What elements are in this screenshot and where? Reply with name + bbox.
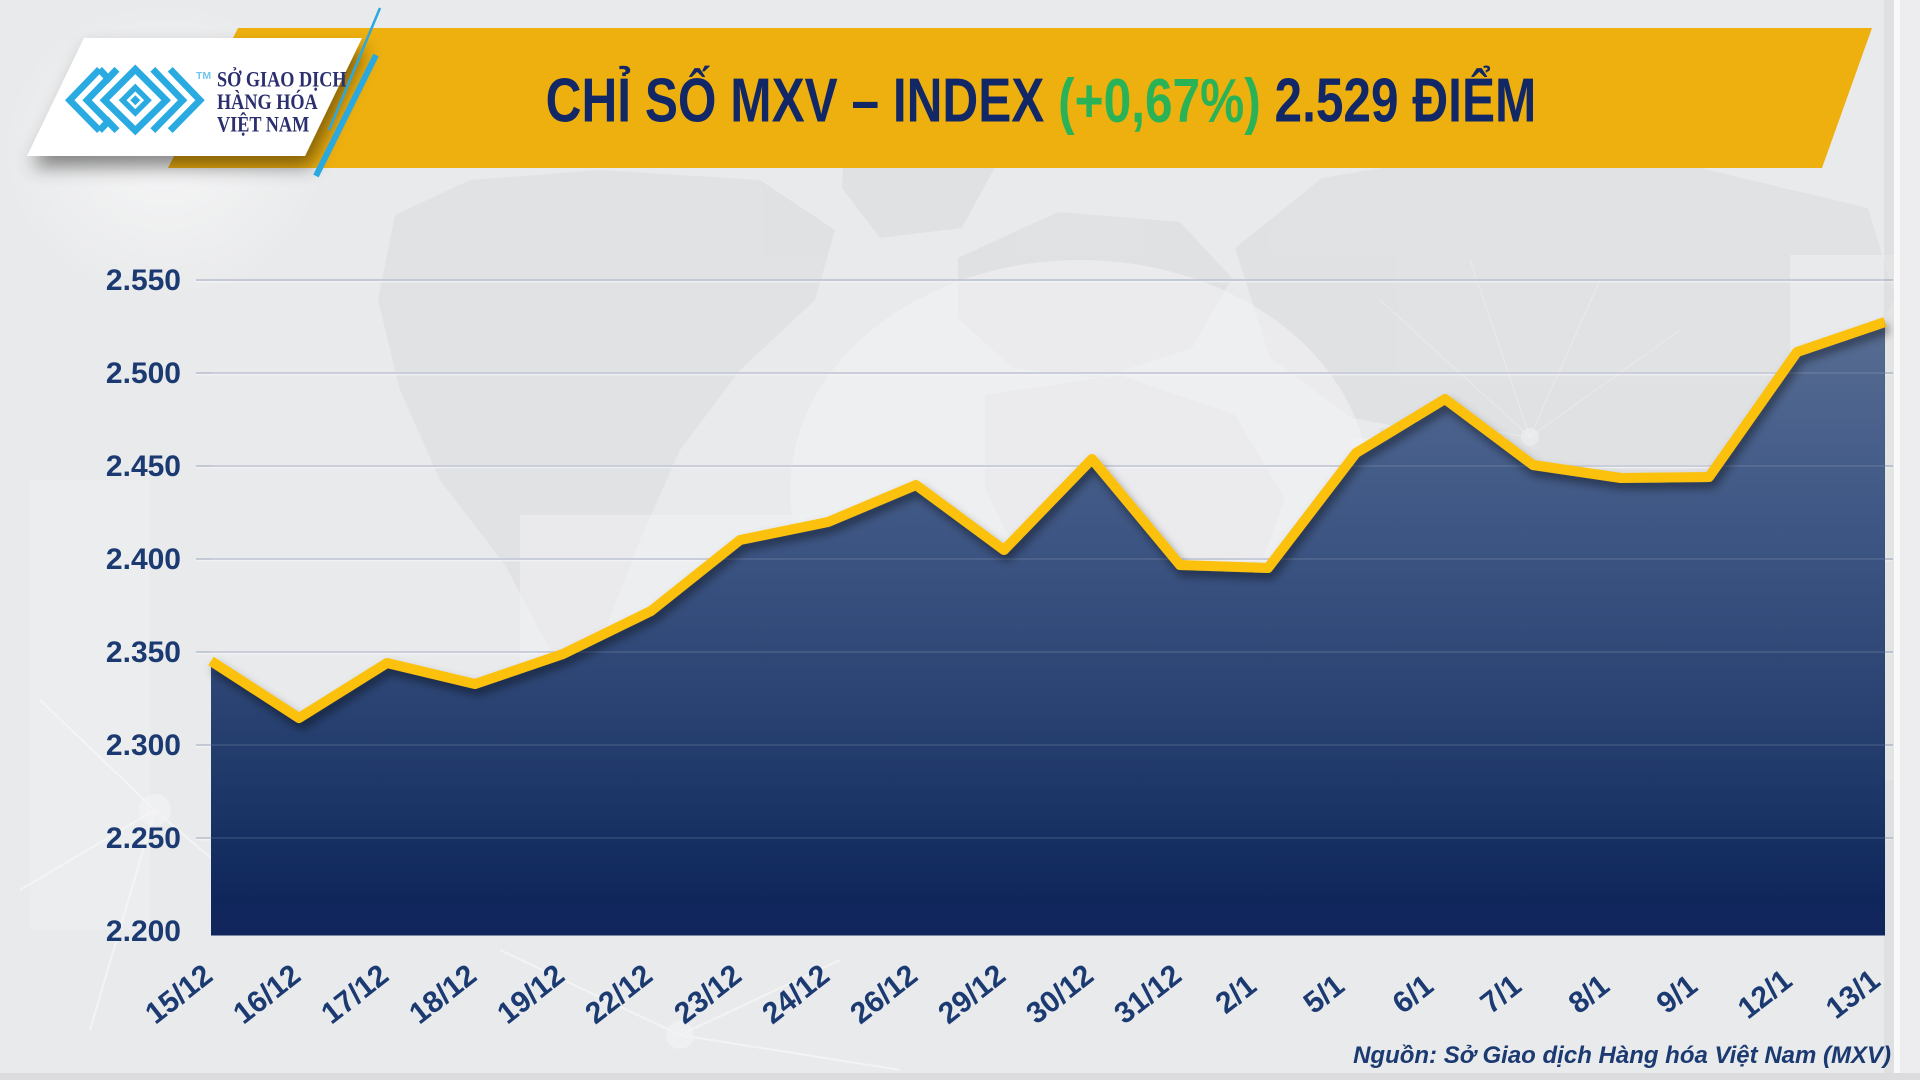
svg-text:Nguồn: Sở Giao dịch Hàng hóa V: Nguồn: Sở Giao dịch Hàng hóa Việt Nam (M…: [1353, 1042, 1891, 1069]
svg-text:2.450: 2.450: [106, 450, 181, 483]
svg-text:TM: TM: [196, 70, 211, 82]
svg-text:2.250: 2.250: [106, 822, 181, 855]
svg-text:CHỈ SỐ MXV – INDEX (+0,67%) 2.: CHỈ SỐ MXV – INDEX (+0,67%) 2.529 ĐIỂM: [546, 65, 1537, 135]
svg-text:HÀNG HÓA: HÀNG HÓA: [217, 88, 318, 114]
svg-text:2.500: 2.500: [106, 357, 181, 390]
svg-text:SỞ GIAO DỊCH: SỞ GIAO DỊCH: [217, 67, 347, 92]
svg-text:2.550: 2.550: [106, 264, 181, 297]
svg-text:2.200: 2.200: [106, 915, 181, 948]
svg-text:VIỆT NAM: VIỆT NAM: [217, 112, 309, 137]
svg-text:2.400: 2.400: [106, 543, 181, 576]
svg-text:2.350: 2.350: [106, 636, 181, 669]
svg-text:2.300: 2.300: [106, 729, 181, 762]
